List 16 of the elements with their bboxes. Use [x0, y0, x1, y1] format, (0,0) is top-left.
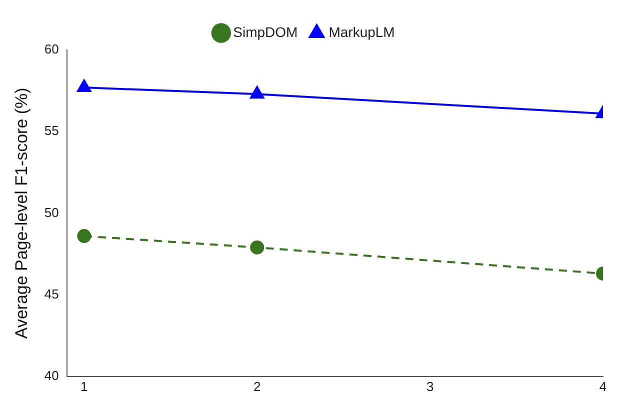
point: [249, 85, 265, 99]
y-tick-label: 50: [44, 204, 59, 220]
point: [76, 78, 92, 92]
x-tick-label: 3: [426, 378, 434, 394]
point: [77, 229, 92, 244]
y-tick-label: 45: [44, 286, 59, 302]
x-tick-label: 4: [599, 378, 607, 394]
y-tick-label: 60: [44, 42, 59, 57]
x-tick-label: 1: [80, 378, 88, 394]
y-tick-label: 40: [44, 368, 59, 383]
y-axis-title: Average Page-level F1-score (%): [12, 88, 31, 339]
legend-label: SimpDOM: [233, 24, 298, 40]
y-tick-label: 55: [44, 123, 59, 138]
point: [250, 240, 264, 254]
legend-label: MarkupLM: [328, 24, 395, 40]
x-tick-label: 2: [253, 378, 261, 394]
